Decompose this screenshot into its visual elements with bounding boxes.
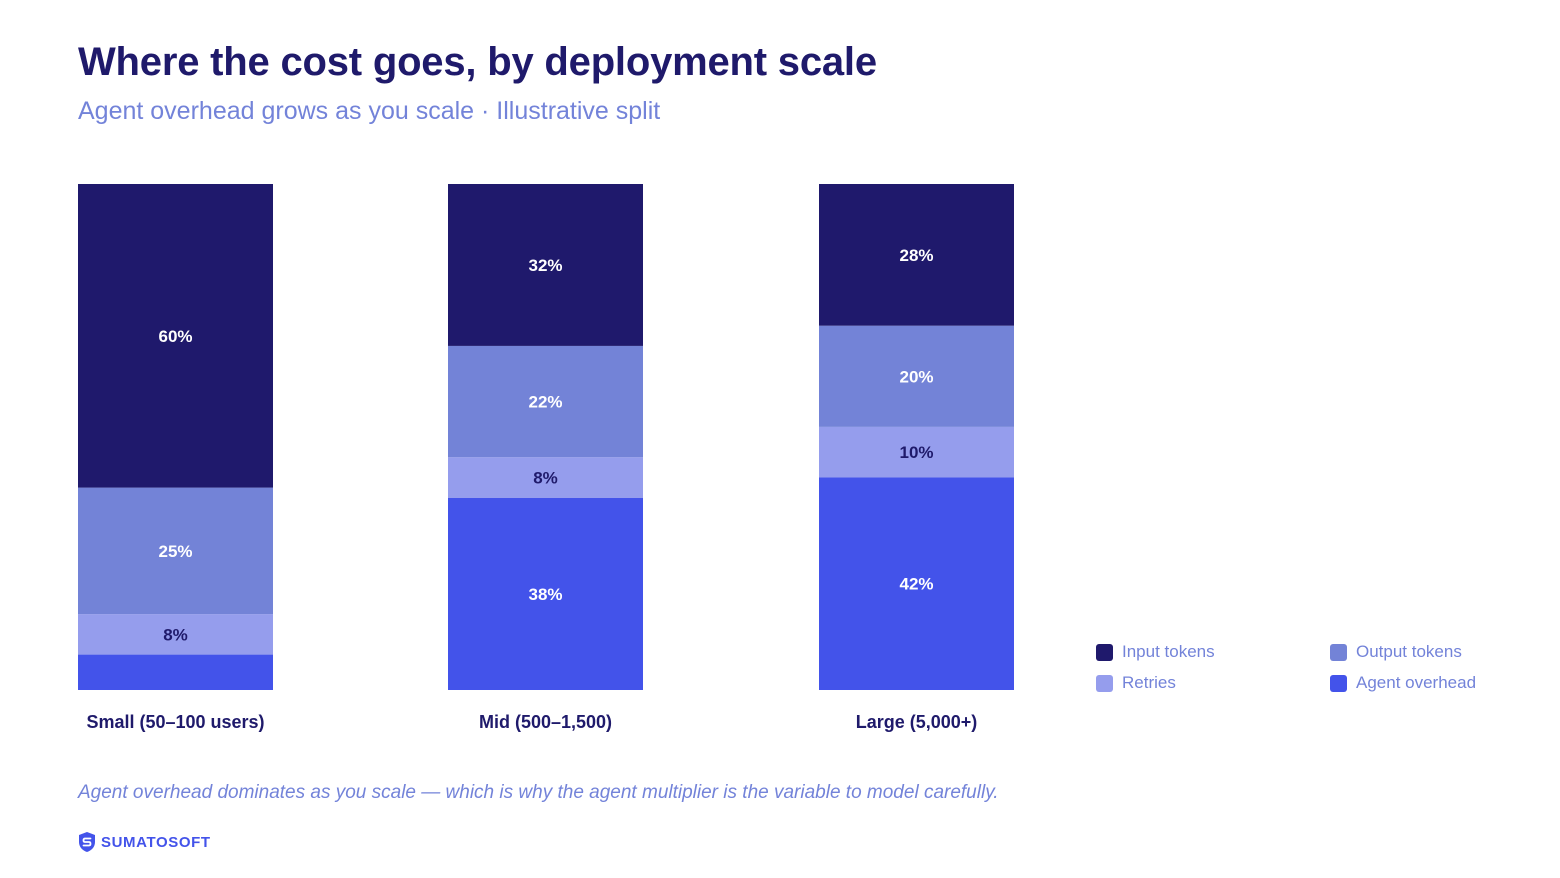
legend-swatch-input-tokens bbox=[1096, 643, 1113, 661]
data-label: 8% bbox=[163, 625, 188, 644]
bar-segment-agent-overhead bbox=[448, 497, 643, 690]
brand-logo: SUMATOSOFT bbox=[78, 831, 211, 853]
category-label: Mid (500–1,500) bbox=[479, 712, 612, 732]
bar-segment-input-tokens bbox=[78, 184, 273, 488]
data-label: 25% bbox=[158, 542, 192, 561]
bar-segment-agent-overhead bbox=[78, 654, 273, 690]
chart-title: Where the cost goes, by deployment scale bbox=[78, 40, 877, 84]
legend-item-retries: Retries bbox=[1096, 673, 1176, 693]
bar-segment-output-tokens bbox=[819, 325, 1014, 427]
bar-segment-retries bbox=[819, 426, 1014, 478]
legend-item-output-tokens: Output tokens bbox=[1330, 642, 1462, 662]
chart-subtitle: Agent overhead grows as you scale · Illu… bbox=[78, 97, 661, 125]
legend-item-agent-overhead: Agent overhead bbox=[1330, 673, 1476, 693]
legend-swatch-output-tokens bbox=[1330, 643, 1347, 661]
data-label: 28% bbox=[899, 246, 933, 265]
bar-segment-input-tokens bbox=[819, 184, 1014, 326]
bar-segment-output-tokens bbox=[78, 487, 273, 615]
legend-swatch-agent-overhead bbox=[1330, 674, 1347, 692]
data-label: 22% bbox=[528, 393, 562, 412]
data-label: 8% bbox=[533, 468, 558, 487]
legend-swatch-retries bbox=[1096, 674, 1113, 692]
data-label: 42% bbox=[899, 575, 933, 594]
data-label: 38% bbox=[528, 585, 562, 604]
bar-segment-agent-overhead bbox=[819, 477, 1014, 690]
legend-label: Output tokens bbox=[1356, 642, 1462, 661]
legend-item-input-tokens: Input tokens bbox=[1096, 642, 1215, 662]
data-label: 32% bbox=[528, 256, 562, 275]
legend-label: Input tokens bbox=[1122, 642, 1215, 661]
data-label: 20% bbox=[899, 367, 933, 386]
category-label: Large (5,000+) bbox=[856, 712, 978, 732]
footnote: Agent overhead dominates as you scale — … bbox=[78, 782, 999, 803]
brand-name: SUMATOSOFT bbox=[101, 833, 211, 851]
bar-segment-input-tokens bbox=[448, 184, 643, 346]
bar-segment-retries bbox=[78, 614, 273, 655]
data-label: 10% bbox=[899, 443, 933, 462]
category-label: Small (50–100 users) bbox=[86, 712, 264, 732]
legend-label: Retries bbox=[1122, 673, 1176, 692]
data-label: 60% bbox=[158, 327, 192, 346]
legend-label: Agent overhead bbox=[1356, 673, 1477, 692]
bar-segment-output-tokens bbox=[448, 345, 643, 458]
bar-segment-retries bbox=[448, 457, 643, 498]
shield-logo-icon bbox=[79, 832, 95, 852]
